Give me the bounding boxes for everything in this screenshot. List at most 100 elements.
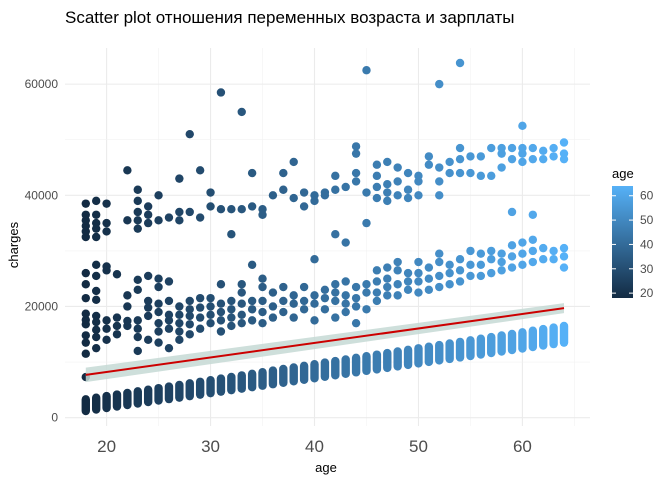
band-strip: [507, 329, 517, 355]
data-point: [123, 316, 132, 326]
band-strip: [133, 387, 142, 408]
data-point: [102, 199, 111, 208]
data-point: [143, 311, 153, 321]
data-point: [528, 154, 538, 164]
data-point: [175, 335, 184, 345]
data-point: [81, 280, 90, 289]
colorbar-tick-label: 30: [640, 262, 654, 276]
data-point: [528, 257, 538, 267]
colorbar-tick-label: 20: [640, 286, 654, 300]
data-point: [216, 299, 226, 308]
data-point: [175, 174, 184, 183]
data-point: [299, 305, 309, 314]
data-point: [247, 305, 257, 314]
data-point: [310, 316, 319, 325]
data-point: [539, 154, 548, 164]
data-point: [133, 207, 142, 217]
band-strip: [81, 395, 90, 416]
colorbar-ticks: 20 30 40 50 60: [612, 189, 654, 300]
band-strip: [247, 369, 257, 392]
data-point: [123, 216, 132, 225]
data-point: [237, 280, 246, 289]
data-point: [268, 191, 278, 200]
data-point: [528, 210, 538, 219]
data-point: [518, 249, 527, 258]
data-point: [528, 246, 538, 256]
data-point: [455, 58, 465, 68]
data-point: [143, 271, 153, 281]
band-strip: [455, 337, 465, 362]
data-point: [310, 291, 319, 300]
data-point: [320, 188, 330, 197]
data-point: [164, 343, 174, 353]
data-point: [455, 154, 465, 164]
data-point: [247, 260, 257, 269]
data-point: [81, 315, 90, 325]
data-point: [279, 168, 288, 178]
data-point: [341, 182, 350, 192]
data-point: [185, 311, 194, 321]
data-point: [507, 207, 517, 217]
band-strip: [279, 364, 288, 387]
data-point: [216, 280, 226, 289]
x-tick-label: 30: [201, 437, 220, 456]
data-point: [403, 185, 413, 194]
data-point: [383, 263, 392, 272]
data-point: [424, 285, 434, 295]
data-point: [435, 271, 444, 281]
data-point: [372, 182, 382, 192]
data-point: [424, 160, 434, 169]
data-point: [216, 307, 226, 317]
data-point: [487, 143, 496, 153]
band-strip: [143, 385, 153, 407]
data-point: [185, 296, 194, 306]
data-point: [435, 79, 444, 89]
data-point: [175, 310, 184, 320]
data-point: [195, 303, 205, 312]
data-point: [154, 274, 163, 283]
data-point: [258, 307, 267, 317]
data-point: [91, 271, 101, 281]
data-point: [91, 295, 101, 305]
data-point: [549, 255, 558, 264]
data-point: [414, 171, 423, 181]
data-point: [476, 152, 486, 161]
data-point: [487, 268, 496, 278]
data-point: [91, 286, 101, 296]
data-point: [268, 302, 278, 311]
band-strip: [206, 375, 215, 398]
data-point: [268, 288, 278, 297]
data-point: [237, 288, 246, 297]
data-point: [351, 302, 361, 311]
data-point: [487, 246, 496, 256]
data-point: [81, 349, 90, 358]
data-point: [195, 324, 205, 333]
data-point: [362, 280, 371, 289]
x-axis-label: age: [315, 460, 337, 475]
data-point: [476, 271, 486, 281]
band-strip: [435, 340, 444, 365]
data-point: [185, 330, 194, 339]
data-point: [133, 216, 142, 225]
data-point: [206, 318, 215, 328]
data-point: [331, 296, 340, 306]
data-point: [216, 88, 226, 97]
data-point: [539, 146, 548, 156]
band-strip: [497, 331, 506, 356]
data-point: [559, 243, 569, 253]
data-point: [435, 282, 444, 292]
data-point: [414, 288, 423, 297]
data-point: [341, 277, 350, 286]
data-point: [393, 280, 402, 289]
data-point: [414, 257, 423, 267]
data-point: [383, 157, 392, 167]
data-point: [445, 168, 454, 178]
data-point: [299, 282, 309, 292]
data-point: [362, 218, 371, 228]
data-point: [320, 305, 330, 314]
data-point: [310, 255, 319, 264]
data-point: [143, 335, 153, 345]
data-point: [143, 296, 153, 306]
data-point: [372, 160, 382, 169]
data-point: [227, 296, 236, 306]
